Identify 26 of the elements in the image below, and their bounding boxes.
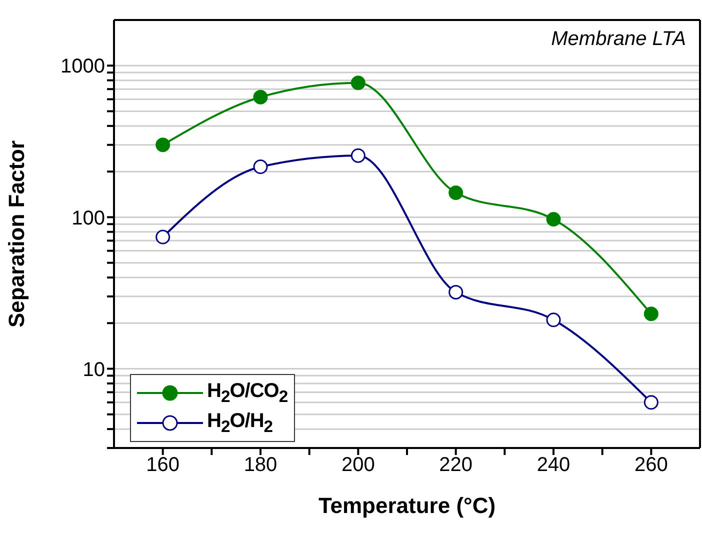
x-tick-label: 240 <box>536 454 570 476</box>
x-tick-label: 160 <box>146 454 180 476</box>
x-tick-label: 180 <box>244 454 278 476</box>
y-tick-label: 100 <box>72 207 105 230</box>
x-axis-title: Temperature (°C) <box>318 493 496 518</box>
point <box>156 138 170 152</box>
point <box>253 90 268 104</box>
legend-label: H$_{2}$O/CO$_{2}$ <box>207 380 288 406</box>
y-tick-label: 10 <box>82 358 105 381</box>
point <box>546 212 561 226</box>
x-tick-label: 220 <box>439 454 473 476</box>
annotation: Membrane LTA <box>551 28 686 51</box>
y-tick-label: 1000 <box>60 56 105 78</box>
point <box>156 230 170 244</box>
point <box>350 148 366 163</box>
point <box>448 185 464 200</box>
point <box>448 284 464 300</box>
point <box>546 312 561 328</box>
point <box>350 76 366 90</box>
x-tick-label: 260 <box>634 454 668 476</box>
x-tick-label: 200 <box>341 454 375 476</box>
point <box>644 306 658 322</box>
y-axis-title: Separation Factor <box>4 140 29 328</box>
point <box>253 160 268 174</box>
legend-label: H$_{2}$O/H$_{2}$ <box>207 410 273 436</box>
point <box>644 395 658 410</box>
